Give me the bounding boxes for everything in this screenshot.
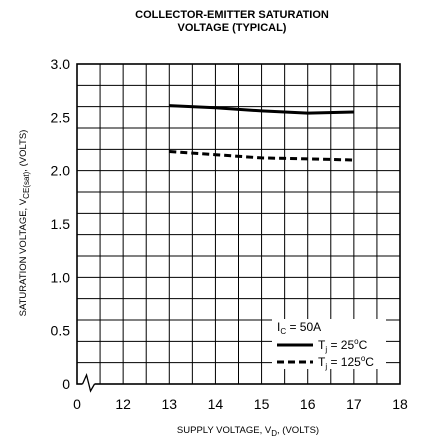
- legend-header-sub: C: [280, 327, 286, 336]
- legend-label-series-1: Tj = 25oC: [318, 337, 368, 354]
- y-axis-label: SATURATION VOLTAGE, VCE(sat), (VOLTS): [18, 130, 31, 317]
- legend-label-1-unit: C: [359, 338, 368, 352]
- legend: IC = 50A Tj = 25oC Tj = 125oC: [272, 319, 386, 371]
- x-tick-label: 16: [300, 396, 316, 412]
- legend-label-1-suffix: = 25: [327, 338, 354, 352]
- x-tick-label: 17: [346, 396, 362, 412]
- plot-border: [76, 63, 401, 385]
- legend-label-2-unit: C: [365, 355, 374, 369]
- series-line-1: [169, 104, 354, 115]
- y-tick-label: 0: [62, 376, 70, 392]
- legend-label-1-sub: j: [324, 345, 327, 354]
- legend-label-1-prefix: T: [318, 338, 326, 352]
- y-tick-label: 3.0: [51, 56, 71, 72]
- x-tick-label: 13: [161, 396, 177, 412]
- x-axis-label-suffix: , (VOLTS): [277, 425, 319, 436]
- legend-label-series-2: Tj = 125oC: [318, 354, 374, 371]
- tick-labels: 0 12 13 14 15 16 17 18 0 0.5 1.0 1.5 2.0 2.5 3.0: [51, 56, 408, 412]
- legend-label-2-sub: j: [324, 362, 327, 371]
- chart-title-line2: VOLTAGE (TYPICAL): [178, 22, 287, 34]
- x-axis-label-sub: D: [271, 429, 277, 438]
- x-axis-label-prefix: SUPPLY VOLTAGE, V: [177, 425, 272, 436]
- y-axis-label-sub: CE(sat): [22, 171, 31, 198]
- y-tick-label: 1.0: [51, 269, 71, 285]
- axis-break-mark: [81, 373, 96, 393]
- plot-frame: [76, 63, 401, 393]
- grid: [77, 64, 400, 384]
- x-tick-label: 15: [254, 396, 270, 412]
- x-tick-label: 0: [73, 396, 81, 412]
- x-tick-label: 14: [208, 396, 224, 412]
- series-line-2: [169, 150, 354, 162]
- legend-header-suffix: = 50A: [286, 320, 321, 334]
- legend-label-1-deg: o: [354, 337, 359, 346]
- legend-header: IC = 50A: [277, 320, 321, 336]
- y-tick-label: 2.5: [51, 109, 71, 125]
- y-axis-label-suffix: , (VOLTS): [18, 130, 29, 172]
- y-axis-label-prefix: SATURATION VOLTAGE, V: [18, 198, 29, 316]
- series-layer: [169, 104, 354, 162]
- x-axis-label: SUPPLY VOLTAGE, VD, (VOLTS): [177, 425, 319, 438]
- chart-title-line1: COLLECTOR-EMITTER SATURATION: [135, 9, 329, 21]
- legend-header-prefix: I: [277, 320, 280, 334]
- x-tick-label: 18: [392, 396, 408, 412]
- legend-label-2-prefix: T: [318, 355, 326, 369]
- y-tick-label: 0.5: [51, 323, 71, 339]
- y-tick-label: 1.5: [51, 216, 71, 232]
- legend-label-2-suffix: = 125: [327, 355, 361, 369]
- legend-label-2-deg: o: [361, 354, 366, 363]
- x-tick-label: 12: [115, 396, 131, 412]
- y-tick-label: 2.0: [51, 163, 71, 179]
